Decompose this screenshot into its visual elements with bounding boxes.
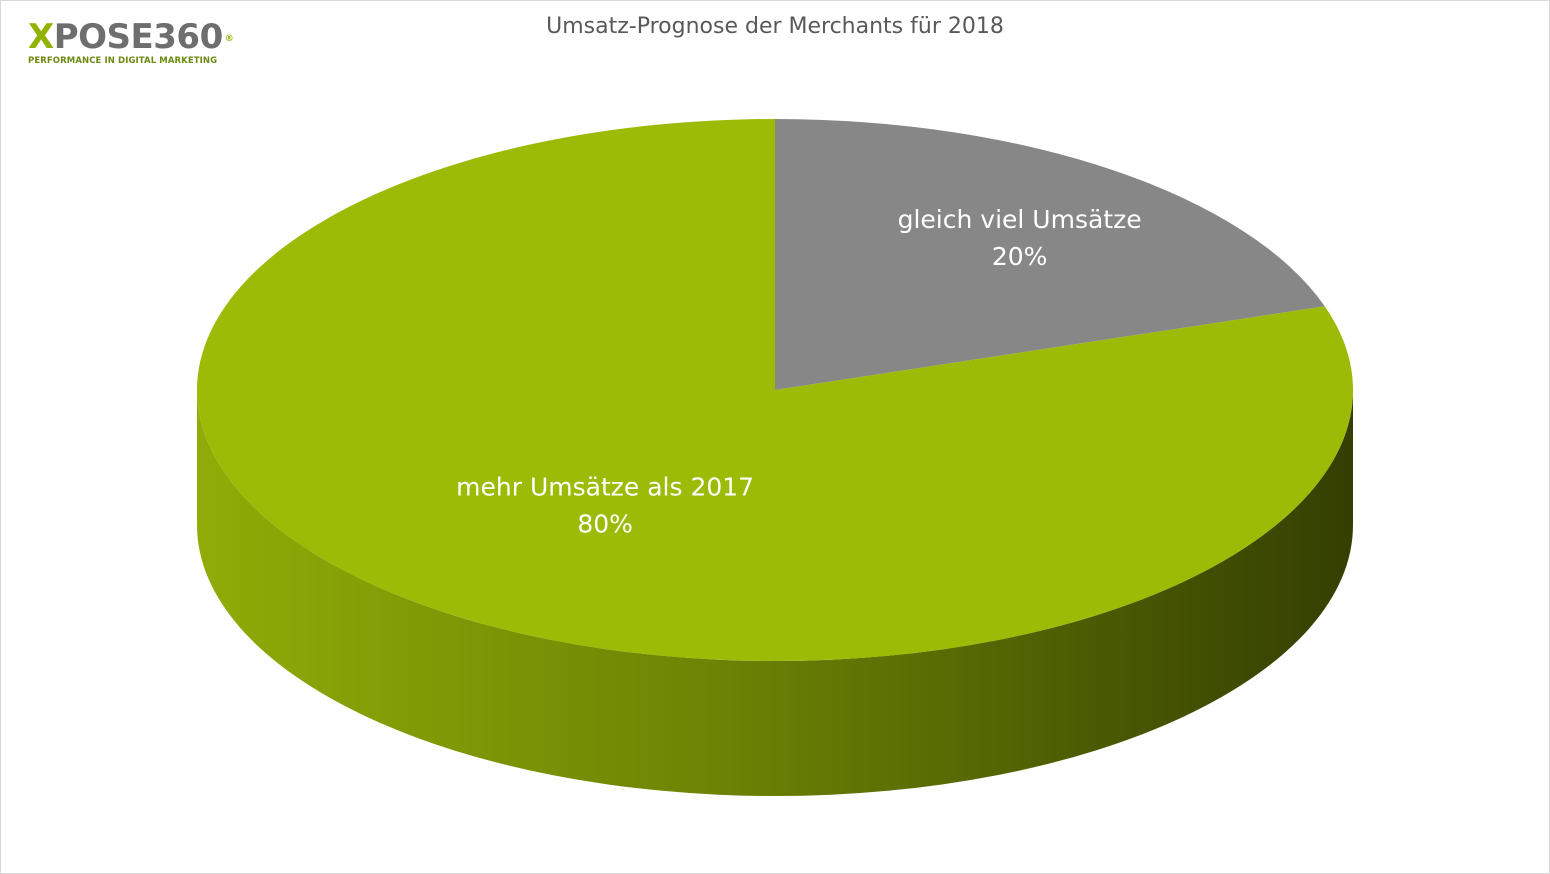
logo-wordmark: XPOSE360 ®: [28, 17, 234, 57]
logo-tagline: PERFORMANCE IN DIGITAL MARKETING: [28, 56, 218, 66]
pie-slice-2: [197, 119, 1354, 661]
slice-category-label: mehr Umsätze als 2017: [456, 473, 754, 502]
pie-slices: [197, 119, 1354, 661]
slice-value-label: 80%: [577, 510, 633, 539]
xpose360-logo: XPOSE360 ® PERFORMANCE IN DIGITAL MARKETI…: [28, 17, 234, 66]
pie-slice-1: [775, 119, 1325, 390]
pie-side-wall: [197, 390, 1353, 796]
chart-title: Umsatz-Prognose der Merchants für 2018: [546, 14, 1004, 39]
slice-category-label: gleich viel Umsätze: [898, 205, 1142, 234]
pie-labels: gleich viel Umsätze 20% mehr Umsätze als 2…: [456, 205, 1141, 538]
slice-value-label: 20%: [992, 242, 1048, 271]
